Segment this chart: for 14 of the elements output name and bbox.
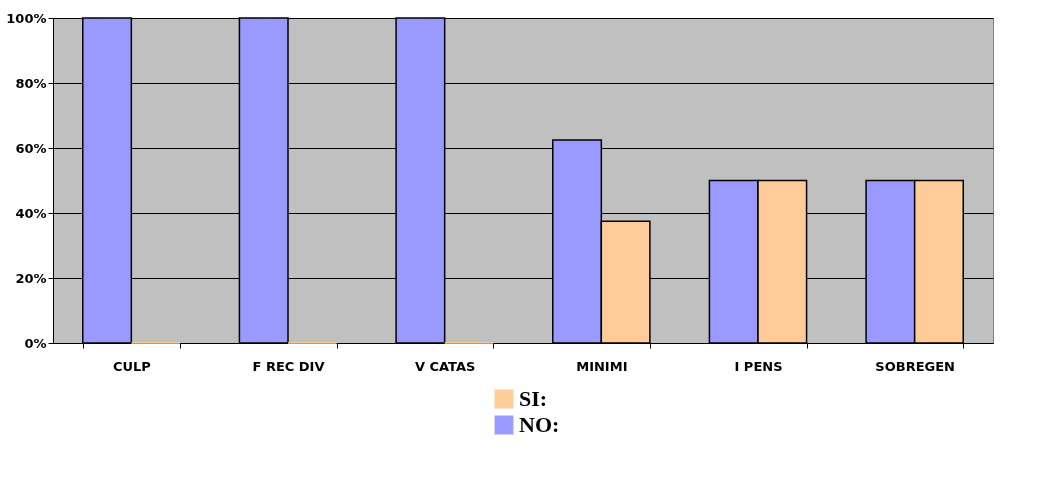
y-tick-label: 0% <box>24 335 47 351</box>
legend-label: SI: <box>519 386 548 411</box>
y-tick-label: 20% <box>15 270 47 286</box>
y-tick-label: 60% <box>15 140 47 156</box>
x-tick-label: CULP <box>112 358 151 374</box>
y-tick-label: 40% <box>15 205 47 221</box>
x-tick-label: SOBREGEN <box>875 358 955 374</box>
y-tick-label: 80% <box>15 75 47 91</box>
y-tick-label: 100% <box>6 10 47 26</box>
x-tick-label: I PENS <box>734 358 783 374</box>
legend-label: NO: <box>519 412 560 437</box>
x-tick-label: MINIMI <box>576 358 628 374</box>
x-tick-label: F REC DIV <box>252 358 325 374</box>
x-tick-label: V CATAS <box>414 358 476 374</box>
